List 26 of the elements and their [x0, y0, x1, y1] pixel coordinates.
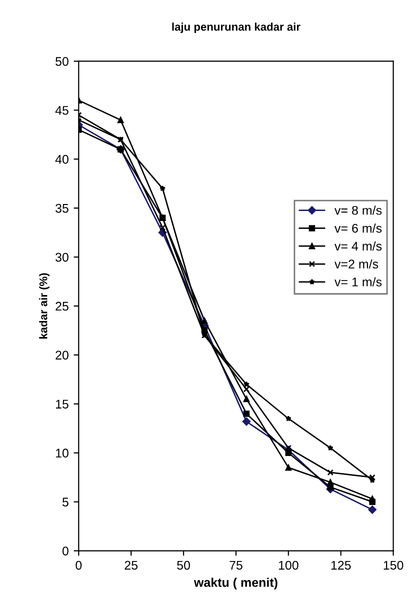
y-tick-label: 25	[56, 302, 68, 311]
x-tick-label: 150	[384, 560, 404, 570]
chart-title: laju penurunan kadar air	[172, 22, 300, 33]
y-tick-label: 20	[56, 350, 68, 360]
y-tick-label: 10	[56, 448, 68, 458]
x-tick-label: 75	[230, 560, 242, 570]
x-tick-label: 50	[177, 560, 190, 570]
x-tick-label: 100	[278, 560, 298, 570]
y-tick-label: 45	[55, 106, 68, 115]
y-axis-title: kadar air (%)	[39, 273, 50, 339]
x-tick-label: 125	[331, 560, 351, 570]
legend-label: v= 4 m/s	[334, 241, 382, 251]
y-tick-label: 30	[56, 252, 68, 262]
y-tick-label: 0	[62, 546, 68, 556]
x-axis-title: waktu ( menit)	[194, 578, 278, 590]
legend-label: v= 8 m/s	[334, 206, 382, 215]
y-tick-label: 35	[56, 204, 68, 213]
y-tick-label: 50	[56, 57, 68, 66]
y-tick-label: 15	[56, 400, 68, 409]
x-tick-label: 0	[76, 560, 82, 570]
y-tick-label: 5	[62, 498, 68, 506]
y-tick-label: 40	[55, 154, 68, 164]
legend-label: v= 6 m/s	[334, 224, 382, 233]
legend-label: v= 1 m/s	[334, 277, 382, 286]
x-tick-label: 25	[124, 560, 138, 570]
legend-label: v=2 m/s	[334, 259, 378, 269]
